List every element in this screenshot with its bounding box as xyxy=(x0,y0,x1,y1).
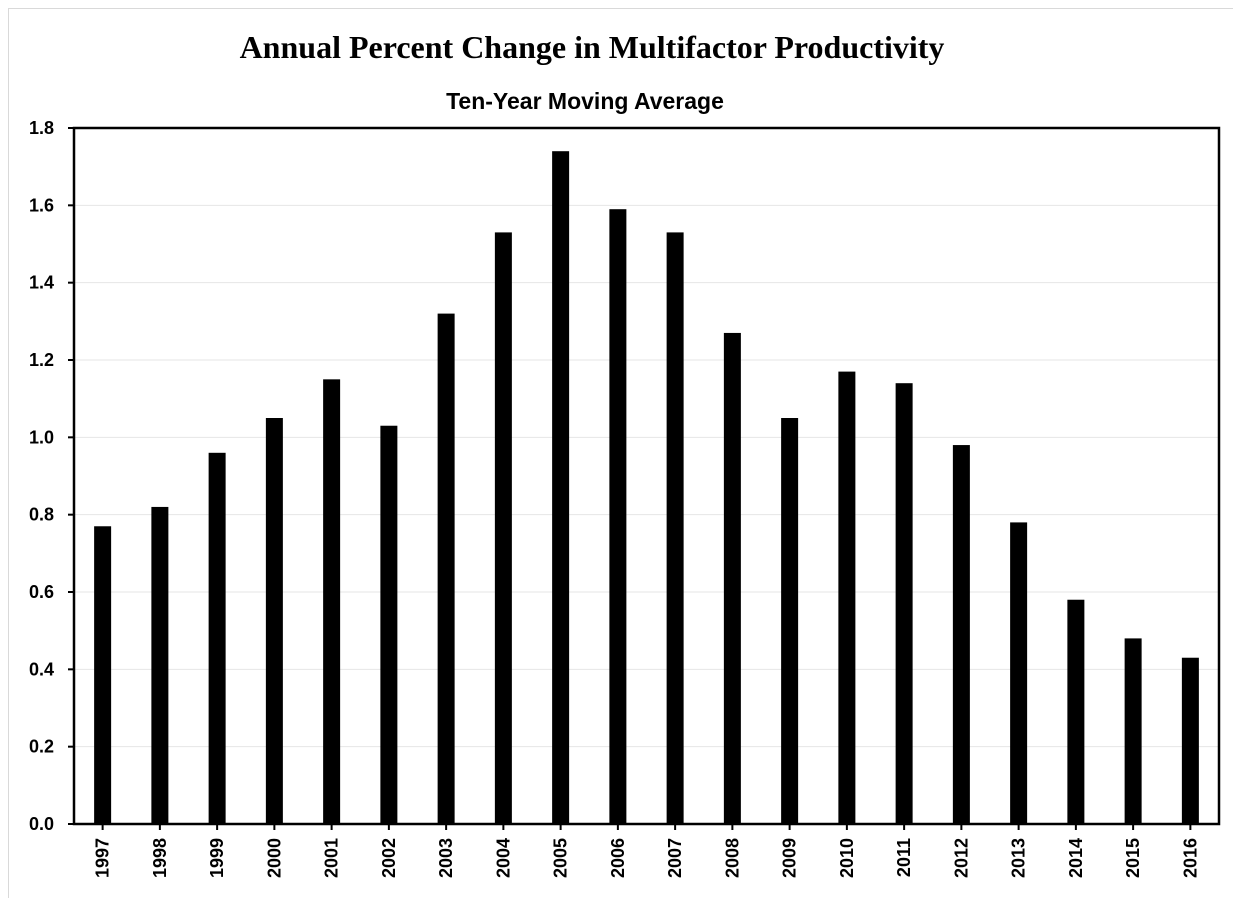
bar-2008 xyxy=(723,332,741,824)
bar-2012 xyxy=(952,445,970,824)
gridlines xyxy=(74,204,1219,748)
bar-1997 xyxy=(94,526,112,824)
bar-1999 xyxy=(208,452,226,824)
bar-2010 xyxy=(838,371,856,824)
x-tick-label-1999: 1999 xyxy=(207,838,227,878)
y-tick-label: 1.8 xyxy=(29,118,54,138)
x-tick-label-2008: 2008 xyxy=(722,838,742,878)
y-tick-label: 0.4 xyxy=(29,659,54,679)
bar-2003 xyxy=(437,313,455,824)
bar-2011 xyxy=(895,383,913,824)
bar-2013 xyxy=(1010,522,1028,824)
x-tick-label-2000: 2000 xyxy=(264,838,284,878)
bar-2015 xyxy=(1124,638,1142,824)
chart-subtitle: Ten-Year Moving Average xyxy=(446,88,724,114)
plot-area-border xyxy=(72,126,1221,826)
y-tick-label: 1.0 xyxy=(29,427,54,447)
bar-2014 xyxy=(1067,599,1085,824)
bar-1998 xyxy=(151,506,169,824)
bar-2016 xyxy=(1181,657,1199,824)
y-tick-label: 0.0 xyxy=(29,814,54,834)
y-tick-label: 0.2 xyxy=(29,737,54,757)
bars xyxy=(94,151,1199,824)
y-tick-label: 1.2 xyxy=(29,350,54,370)
bar-2004 xyxy=(494,232,512,824)
x-tick-label-2015: 2015 xyxy=(1123,838,1143,878)
x-tick-label-2006: 2006 xyxy=(608,838,628,878)
x-tick-label-2004: 2004 xyxy=(493,838,513,878)
x-tick-label-2007: 2007 xyxy=(665,838,685,878)
bar-2005 xyxy=(552,151,570,824)
y-axis: 0.0 0.2 0.4 0.6 0.8 1.0 1.2 1.4 1.6 1.8 xyxy=(29,118,74,834)
x-tick-label-2010: 2010 xyxy=(837,838,857,878)
x-tick-label-2003: 2003 xyxy=(436,838,456,878)
bar-2009 xyxy=(781,418,799,824)
bar-2007 xyxy=(666,232,684,824)
y-tick-label: 1.4 xyxy=(29,273,54,293)
bar-2006 xyxy=(609,209,627,824)
x-tick-label-2011: 2011 xyxy=(894,838,914,877)
y-tick-label: 1.6 xyxy=(29,195,54,215)
x-axis: 1997 1998 1999 2000 2001 2002 2003 2004 2005 2006… xyxy=(93,824,1200,878)
y-tick-label: 0.6 xyxy=(29,582,54,602)
x-tick-label-2013: 2013 xyxy=(1009,838,1029,878)
x-tick-label-2005: 2005 xyxy=(551,838,571,878)
x-tick-label-1998: 1998 xyxy=(150,838,170,878)
x-tick-label-2014: 2014 xyxy=(1066,838,1086,878)
y-tick-label: 0.8 xyxy=(29,505,54,525)
bar-2002 xyxy=(380,425,398,824)
x-tick-label-2009: 2009 xyxy=(780,838,800,878)
x-tick-label-2012: 2012 xyxy=(951,838,971,878)
chart-title: Annual Percent Change in Multifactor Pro… xyxy=(240,29,945,65)
bar-2000 xyxy=(265,418,283,824)
bar-2001 xyxy=(323,379,341,824)
x-tick-label-2001: 2001 xyxy=(322,838,342,878)
x-tick-label-2016: 2016 xyxy=(1180,838,1200,878)
x-tick-label-1997: 1997 xyxy=(93,838,113,878)
x-tick-label-2002: 2002 xyxy=(379,838,399,878)
